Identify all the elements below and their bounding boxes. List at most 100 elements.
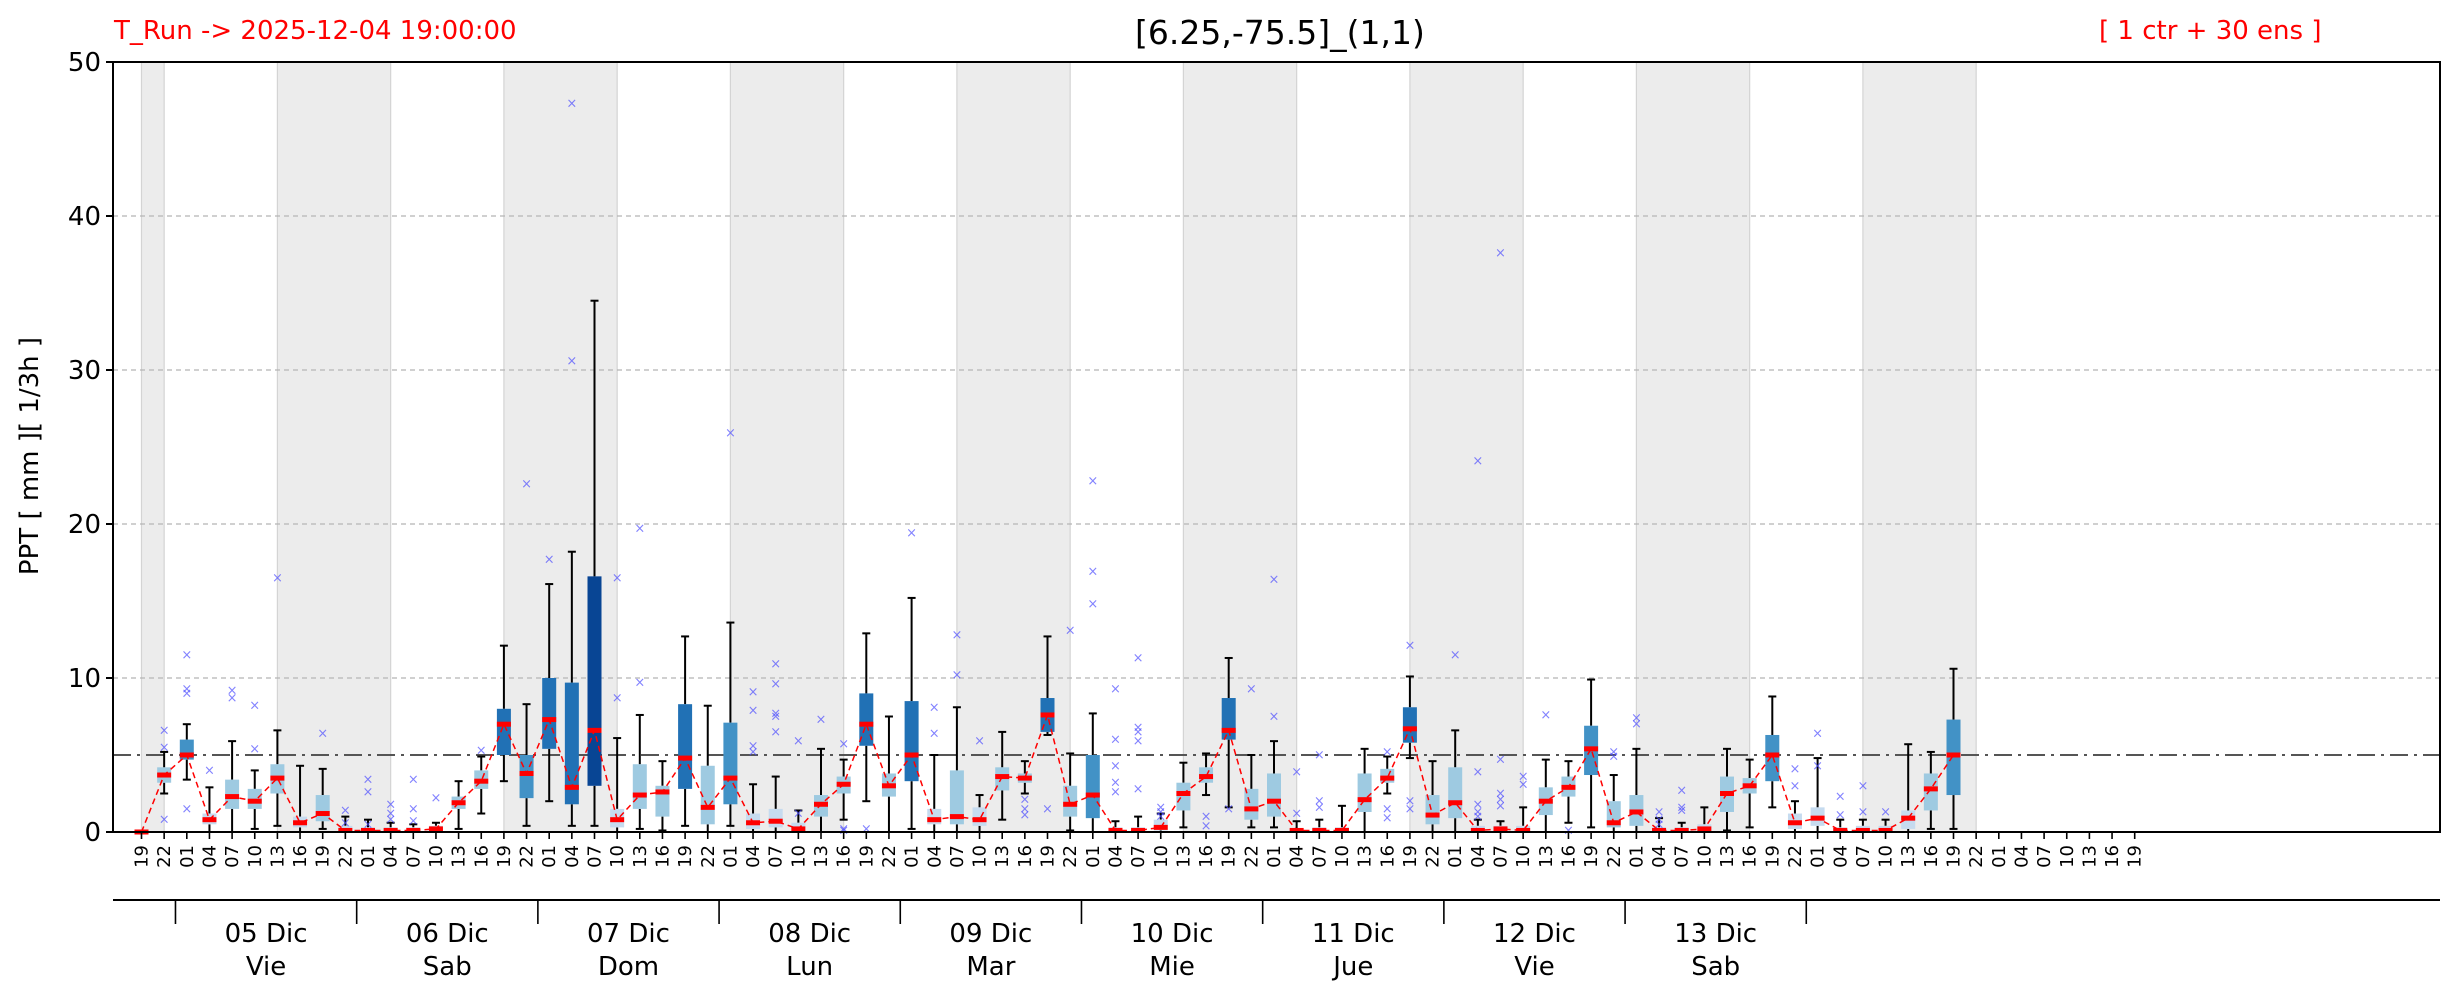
outlier-marker: × — [159, 740, 170, 755]
box-item — [1334, 804, 1349, 833]
outlier-marker: × — [861, 822, 872, 837]
box-item — [1085, 712, 1100, 833]
y-tick-label: 50 — [68, 48, 101, 78]
outlier-marker: × — [793, 807, 804, 822]
iqr-box — [1448, 767, 1463, 819]
outlier-marker: × — [725, 426, 736, 441]
median-marker — [859, 721, 874, 727]
hour-tick-label: 04 — [2011, 845, 2032, 868]
outlier-marker: × — [159, 723, 170, 738]
hour-tick-label: 16 — [1558, 845, 1579, 868]
hour-tick-label: 19 — [675, 845, 696, 868]
iqr-box — [1357, 773, 1372, 812]
box-item — [1380, 755, 1395, 795]
outlier-marker: × — [1404, 639, 1415, 654]
hour-tick-label: 19 — [132, 845, 153, 868]
outlier-marker: × — [1133, 720, 1144, 735]
hour-tick-label: 13 — [449, 845, 470, 868]
hour-tick-label: 19 — [1219, 845, 1240, 868]
median-marker — [1629, 809, 1644, 815]
median-marker — [1017, 775, 1032, 781]
day-date-label: 06 Dic — [406, 919, 489, 949]
median-marker — [1833, 827, 1848, 833]
outlier-marker: × — [1608, 750, 1619, 765]
night-shading-layer — [140, 62, 1977, 832]
outlier-marker: × — [1110, 759, 1121, 774]
iqr-box — [542, 678, 557, 749]
outlier-marker: × — [181, 682, 192, 697]
box-item — [1901, 743, 1916, 833]
box-item — [700, 704, 715, 833]
median-marker — [1765, 752, 1780, 758]
day-weekday-label: Lun — [786, 952, 833, 982]
day-date-label: 10 Dic — [1131, 919, 1214, 949]
median-marker — [293, 820, 308, 826]
day-date-label: 08 Dic — [768, 919, 851, 949]
hour-tick-label: 16 — [1740, 845, 1761, 868]
hour-tick-label: 19 — [1038, 845, 1059, 868]
outlier-marker: × — [272, 571, 283, 586]
night-shading-band — [1183, 62, 1297, 832]
box-item — [1787, 800, 1802, 833]
hour-tick-label: 04 — [1830, 845, 1851, 868]
outlier-marker: × — [770, 725, 781, 740]
median-marker — [1652, 827, 1667, 833]
iqr-box — [632, 764, 647, 809]
median-line-layer — [140, 712, 1955, 833]
outlier-marker: × — [1472, 810, 1483, 825]
hour-tick-label: 19 — [2125, 845, 2146, 868]
median-marker — [1516, 827, 1531, 833]
hour-tick-label: 22 — [698, 845, 719, 868]
outlier-marker: × — [1155, 810, 1166, 825]
box-item — [995, 730, 1010, 821]
outlier-marker: × — [1110, 785, 1121, 800]
day-date-label: 07 Dic — [587, 919, 670, 949]
outlier-marker: × — [1065, 623, 1076, 638]
night-shading-band — [1862, 62, 1977, 832]
outlier-marker: × — [249, 699, 260, 714]
outlier-marker: × — [1042, 802, 1053, 817]
hour-tick-label: 10 — [607, 845, 628, 868]
hour-tick-label: 19 — [494, 845, 515, 868]
outlier-marker: × — [1110, 682, 1121, 697]
iqr-box — [1063, 785, 1078, 817]
median-marker — [1901, 815, 1916, 821]
hour-tick-label: 13 — [1173, 845, 1194, 868]
hour-tick-label: 07 — [766, 845, 787, 868]
outlier-marker: × — [1676, 803, 1687, 818]
hour-tick-label: 07 — [403, 845, 424, 868]
outlier-marker: × — [748, 745, 759, 760]
outlier-marker: × — [1019, 793, 1030, 808]
hour-tick-label: 13 — [992, 845, 1013, 868]
hour-tick-label: 22 — [1966, 845, 1987, 868]
hour-tick-label: 01 — [539, 845, 560, 868]
median-marker — [1787, 820, 1802, 826]
night-shading-band — [141, 62, 165, 832]
outlier-marker: × — [1835, 808, 1846, 823]
outlier-marker: × — [951, 668, 962, 683]
median-marker — [610, 817, 625, 823]
outlier-marker: × — [340, 803, 351, 818]
outlier-marker: × — [816, 713, 827, 728]
outlier-marker: × — [1201, 819, 1212, 834]
hour-tick-label: 04 — [381, 845, 402, 868]
outlier-marker: × — [612, 571, 623, 586]
box-item — [678, 635, 693, 827]
outlier-marker: × — [227, 691, 238, 706]
outlier-marker: × — [1291, 765, 1302, 780]
box-item — [904, 596, 919, 830]
night-shading-band — [730, 62, 844, 832]
outlier-marker: × — [1540, 708, 1551, 723]
hour-tick-label: 16 — [1015, 845, 1036, 868]
box-item — [1017, 760, 1032, 795]
box-item — [1357, 747, 1372, 833]
hour-tick-label: 01 — [1083, 845, 1104, 868]
hour-tick-label: 19 — [1944, 845, 1965, 868]
hour-tick-label: 19 — [313, 845, 334, 868]
outliers-layer: ××××××××××××××××××××××××××××××××××××××××… — [159, 97, 1891, 839]
hour-tick-label: 10 — [1513, 845, 1534, 868]
outlier-marker: × — [1155, 800, 1166, 815]
outlier-marker: × — [1857, 779, 1868, 794]
median-marker — [1199, 774, 1214, 780]
outlier-marker: × — [1812, 759, 1823, 774]
